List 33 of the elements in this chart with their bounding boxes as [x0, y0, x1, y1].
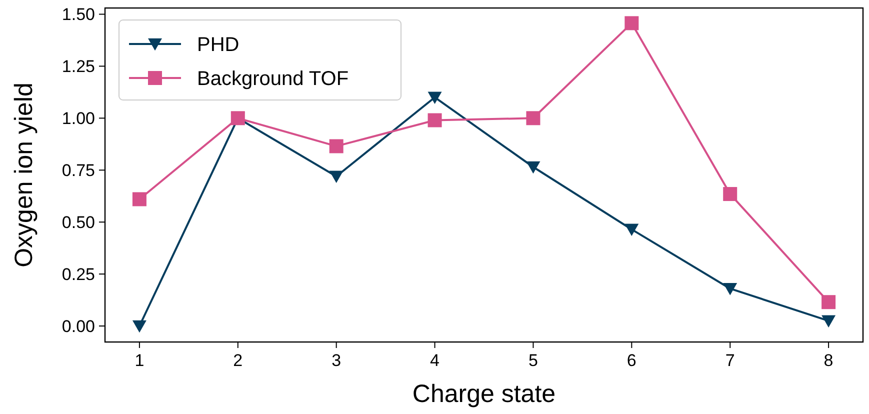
y-axis-title: Oxygen ion yield	[10, 82, 38, 268]
point	[428, 92, 442, 104]
point	[132, 320, 146, 333]
legend-label: Background TOF	[197, 68, 349, 90]
y-tick-label: 0.25	[62, 265, 95, 284]
point	[723, 187, 738, 202]
x-tick-label: 3	[332, 351, 342, 370]
y-tick-label: 0.50	[62, 213, 95, 232]
point	[822, 315, 836, 328]
point	[624, 224, 639, 236]
y-tick-label: 0.75	[62, 161, 95, 180]
x-tick-label: 6	[626, 351, 636, 370]
y-tick-label: 0.00	[62, 316, 95, 336]
x-tick-label: 5	[528, 351, 538, 370]
point	[723, 282, 738, 296]
legend-label: PHD	[197, 34, 240, 56]
point	[428, 113, 442, 128]
point	[329, 139, 344, 154]
y-tick-label: 1.50	[62, 5, 95, 24]
x-axis-title: Charge state	[412, 380, 556, 408]
point	[624, 16, 639, 30]
point	[526, 111, 540, 126]
point	[132, 192, 146, 206]
x-tick-label: 7	[725, 351, 735, 370]
x-tick-label: 1	[134, 351, 144, 370]
y-tick-label: 1.25	[62, 57, 95, 76]
x-tick-label: 4	[430, 351, 440, 370]
x-tick-label: 2	[233, 351, 243, 370]
point	[526, 161, 540, 174]
y-tick-label: 1.00	[62, 109, 95, 128]
point	[822, 295, 836, 310]
x-tick-label: 8	[824, 351, 834, 370]
point	[329, 170, 344, 183]
